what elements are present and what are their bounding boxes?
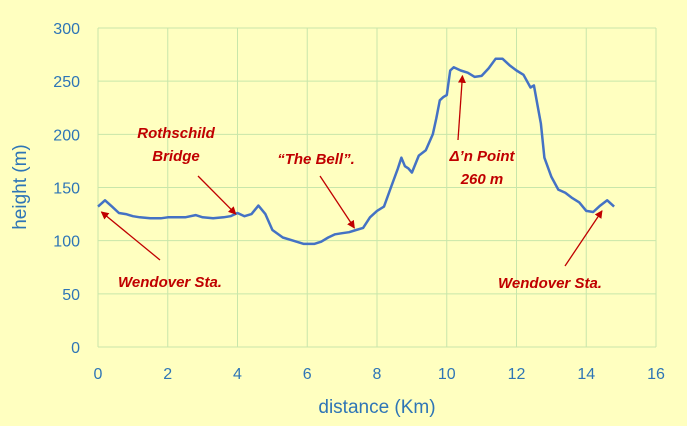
annotation-arrow-3 [100,211,161,261]
y-tick-label-4: 200 [53,127,80,144]
annotation-2-line-1: 260 m [460,171,504,188]
x-tick-labels: 0 2 4 6 8 10 12 14 16 [94,366,665,383]
y-tick-labels: 0 50 100 150 200 250 300 [53,21,80,357]
gridlines [97,27,657,348]
x-tick-label-6: 12 [508,366,526,383]
y-tick-label-5: 250 [53,74,80,91]
annotation-arrow-4 [564,210,603,267]
x-axis-title: distance (Km) [318,397,435,418]
annotation-4-line-0: Wendover Sta. [498,275,602,292]
y-tick-label-0: 0 [71,340,80,357]
y-tick-label-1: 50 [62,287,80,304]
annotation-arrow-2 [457,74,466,141]
annotation-0-line-0: Rothschild [137,125,215,142]
y-axis-title: height (m) [10,144,31,230]
x-tick-label-4: 8 [373,366,382,383]
annotation-2-line-0: Δ’n Point [448,148,515,165]
series-line [97,57,615,246]
x-tick-label-1: 2 [163,366,172,383]
annotation-0-line-1: Bridge [152,148,200,165]
x-tick-label-7: 14 [577,366,595,383]
annotation-3-line-0: Wendover Sta. [118,274,222,291]
x-tick-label-2: 4 [233,366,242,383]
y-tick-label-2: 100 [53,234,80,251]
x-tick-label-0: 0 [94,366,103,383]
annotations: Rothschild Bridge “The Bell”. Δ’n Point 260 … [100,74,603,292]
x-tick-label-8: 16 [647,366,665,383]
y-tick-label-6: 300 [53,21,80,38]
x-tick-label-3: 6 [303,366,312,383]
y-tick-label-3: 150 [53,181,80,198]
annotation-arrow-1 [319,175,355,229]
x-tick-label-5: 10 [438,366,456,383]
annotation-1-line-0: “The Bell”. [277,151,355,168]
annotation-arrow-0 [197,175,237,215]
